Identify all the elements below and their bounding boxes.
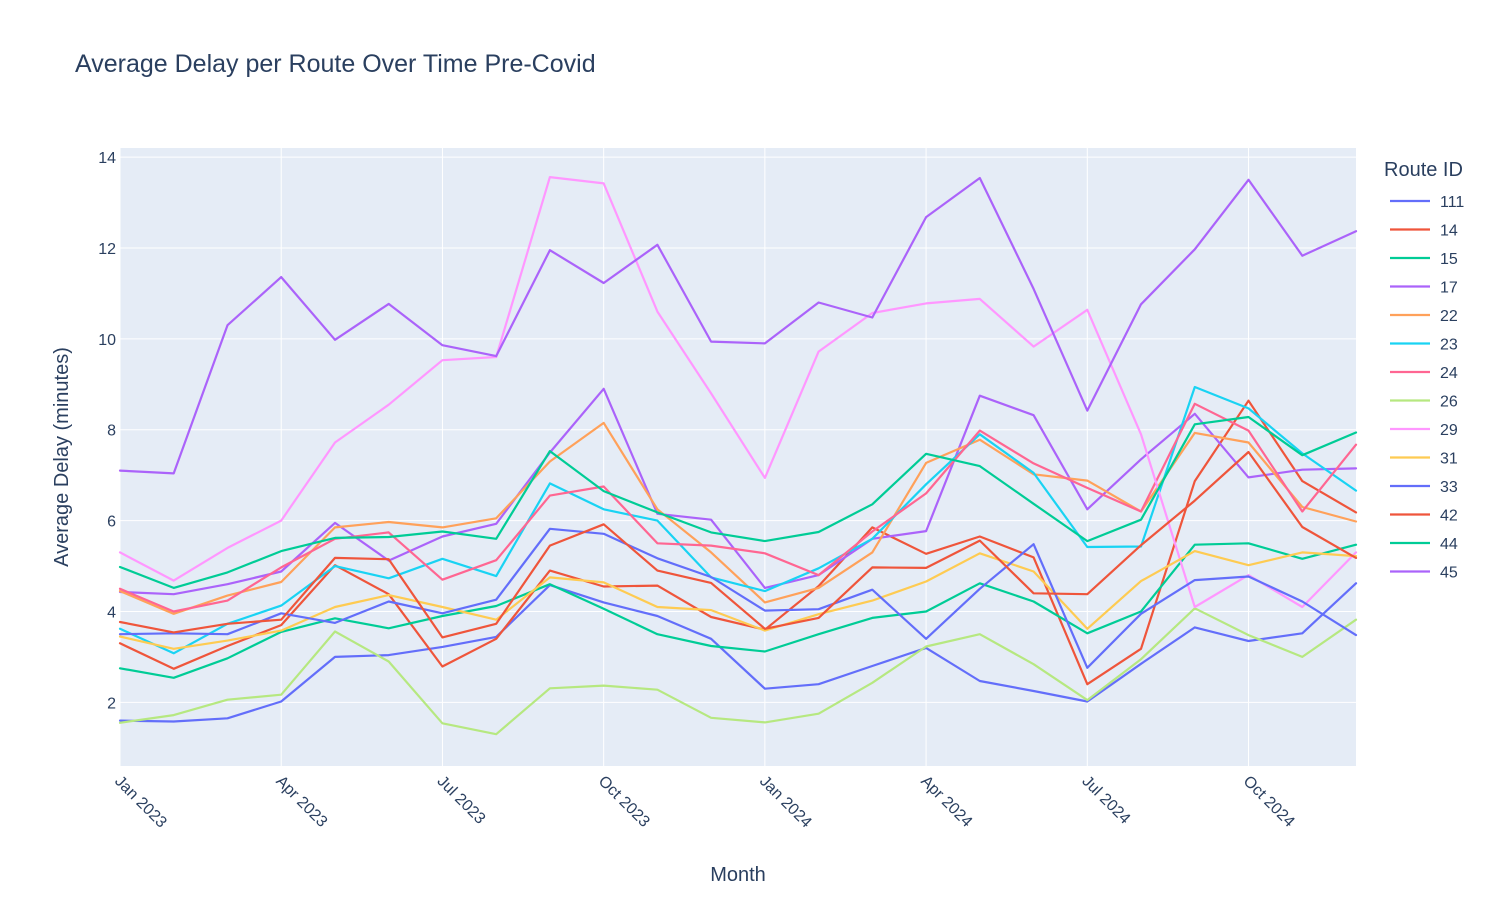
legend-item[interactable]: 44 (1390, 536, 1458, 553)
legend-label: 44 (1440, 536, 1458, 553)
legend-title: Route ID (1384, 159, 1463, 181)
legend-label: 23 (1440, 337, 1458, 354)
legend-item[interactable]: 111 (1390, 194, 1464, 211)
chart-title: Average Delay per Route Over Time Pre-Co… (75, 50, 596, 78)
series-line-29 (118, 176, 1358, 609)
legend-item[interactable]: 45 (1390, 565, 1458, 582)
legend: Route ID 111 14 15 17 22 23 24 26 29 31 33 42 44 45 (1384, 159, 1464, 582)
series-line-31 (118, 549, 1358, 650)
legend-item[interactable]: 24 (1390, 365, 1458, 382)
x-tick-label: Jul 2023 (434, 773, 489, 828)
x-tick-label: Jan 2024 (756, 773, 815, 832)
series-line-42 (118, 450, 1358, 639)
y-tick-label: 8 (107, 423, 116, 440)
legend-item[interactable]: 22 (1390, 308, 1458, 325)
legend-item[interactable]: 23 (1390, 337, 1458, 354)
y-tick-label: 10 (98, 332, 116, 349)
x-tick-label: Jul 2024 (1078, 773, 1133, 828)
legend-label: 29 (1440, 422, 1458, 439)
series-line-24 (118, 402, 1358, 613)
legend-label: 14 (1440, 223, 1458, 240)
legend-item[interactable]: 29 (1390, 422, 1458, 439)
legend-label: 26 (1440, 394, 1458, 411)
y-tick-label: 14 (98, 150, 116, 167)
legend-item[interactable]: 42 (1390, 508, 1458, 525)
x-axis-title: Month (710, 864, 766, 886)
legend-label: 24 (1440, 365, 1458, 382)
legend-item[interactable]: 17 (1390, 280, 1458, 297)
y-tick-label: 2 (107, 695, 116, 712)
series-line-17 (118, 387, 1358, 596)
y-tick-label: 4 (107, 605, 116, 622)
legend-label: 15 (1440, 251, 1458, 268)
series-line-22 (118, 421, 1358, 615)
legend-label: 45 (1440, 565, 1458, 582)
series-line-111 (118, 582, 1358, 723)
series-line-23 (118, 385, 1358, 655)
legend-item[interactable]: 31 (1390, 451, 1458, 468)
y-axis-title: Average Delay (minutes) (51, 347, 73, 567)
y-axis-ticks: 2 4 6 8 10 12 14 (98, 150, 116, 712)
series-line-26 (118, 607, 1358, 736)
x-tick-label: Jan 2023 (111, 773, 170, 832)
legend-label: 22 (1440, 308, 1458, 325)
series-line-44 (118, 415, 1358, 590)
legend-item[interactable]: 26 (1390, 394, 1458, 411)
x-tick-label: Apr 2024 (917, 773, 975, 831)
legend-label: 17 (1440, 280, 1458, 297)
series-line-33 (118, 527, 1358, 669)
series-lines (118, 176, 1358, 736)
y-tick-label: 12 (98, 241, 116, 258)
legend-item[interactable]: 14 (1390, 223, 1458, 240)
legend-label: 31 (1440, 451, 1458, 468)
x-tick-label: Oct 2023 (595, 773, 653, 831)
grid (119, 148, 1356, 766)
series-line-14 (118, 399, 1358, 686)
x-tick-label: Apr 2023 (272, 773, 330, 831)
legend-item[interactable]: 33 (1390, 479, 1458, 496)
legend-item[interactable]: 15 (1390, 251, 1458, 268)
y-tick-label: 6 (107, 514, 116, 531)
x-tick-label: Oct 2024 (1240, 773, 1298, 831)
legend-label: 42 (1440, 508, 1458, 525)
legend-label: 111 (1440, 194, 1464, 211)
series-line-45 (118, 176, 1358, 475)
legend-label: 33 (1440, 479, 1458, 496)
x-axis-ticks: Jan 2023 Apr 2023 Jul 2023 Oct 2023 Jan 2024… (111, 773, 1298, 832)
